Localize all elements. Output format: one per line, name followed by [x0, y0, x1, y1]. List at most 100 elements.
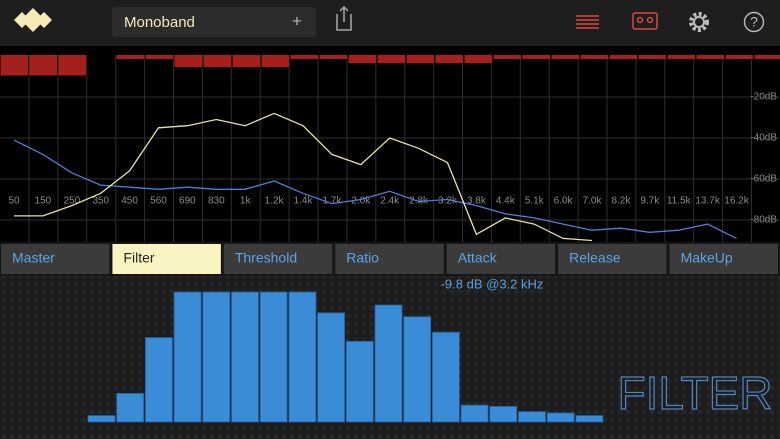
meter-bar: [174, 55, 202, 68]
meter-bar: [406, 55, 434, 64]
tape-reel: [646, 16, 654, 24]
meter-bar: [522, 55, 550, 60]
tape-icon[interactable]: [632, 12, 658, 30]
spectrum-area: [0, 46, 780, 242]
meter-bar: [464, 55, 492, 64]
help-icon[interactable]: ?: [743, 11, 765, 33]
frequency-label: 3.8k: [467, 196, 487, 207]
meter-bar: [435, 55, 463, 64]
db-tick-label: -20dB: [750, 92, 777, 103]
filter-bar[interactable]: [259, 291, 288, 423]
frequency-label: 11.5k: [667, 196, 692, 207]
filter-bar[interactable]: [460, 404, 489, 423]
add-icon[interactable]: +: [292, 11, 302, 30]
meter-bar: [725, 55, 753, 60]
frequency-label: 9.7k: [640, 196, 660, 207]
frequency-label: 6.0k: [554, 196, 574, 207]
filter-bar[interactable]: [546, 412, 575, 423]
frequency-label: 450: [121, 196, 138, 207]
yellow-curve: [14, 112, 593, 242]
meter-bar: [0, 55, 28, 76]
tab-label: Threshold: [235, 250, 297, 266]
preset-box[interactable]: [112, 7, 316, 37]
meter-bar: [493, 55, 521, 60]
tab[interactable]: Attack: [446, 244, 556, 274]
tab-bg: [1, 244, 110, 274]
help-glyph: ?: [750, 14, 758, 30]
tab[interactable]: Threshold: [223, 244, 333, 274]
frequency-label: 560: [150, 196, 167, 207]
share-arrow: [339, 5, 349, 22]
filter-bar[interactable]: [87, 415, 116, 423]
tab-label: Master: [12, 250, 55, 266]
tab[interactable]: Master: [1, 244, 110, 274]
frequency-label: 1.2k: [265, 196, 285, 207]
db-tick-label: -40dB: [750, 133, 777, 144]
filter-bar[interactable]: [575, 415, 604, 423]
frequency-label: 690: [179, 196, 196, 207]
filter-bar[interactable]: [231, 291, 259, 423]
tab-label: Filter: [123, 250, 154, 266]
meter-bar: [667, 55, 695, 60]
share-icon[interactable]: [336, 5, 352, 31]
filter-bar[interactable]: [288, 291, 317, 423]
meter-bar: [290, 55, 318, 60]
tab-bg: [223, 244, 333, 274]
filter-bar[interactable]: [317, 312, 346, 423]
filter-bar[interactable]: [374, 304, 403, 423]
db-tick-label: -60dB: [750, 174, 777, 185]
meter-bar: [116, 55, 144, 60]
meter-bar: [232, 55, 260, 68]
gear-ring: [693, 16, 705, 28]
gear-teeth: [689, 12, 709, 32]
settings-icon[interactable]: [689, 12, 709, 32]
tab-label: Release: [569, 250, 621, 266]
frequency-label: 7.0k: [583, 196, 603, 207]
tape-reel: [636, 16, 644, 24]
tabs: Master Filter Threshold Ratio Attack Release M…: [1, 244, 778, 274]
meter-bar: [377, 55, 405, 64]
preset-name: Monoband: [124, 14, 195, 31]
menu-icon[interactable]: [576, 15, 599, 29]
tab-bg: [558, 244, 667, 274]
meter-bar: [638, 55, 666, 60]
filter-bar[interactable]: [518, 411, 546, 423]
tab-label: Attack: [458, 250, 498, 266]
spectrum: -20dB -40dB -60dB -80dB 50 150 250 350 450 560 690…: [0, 55, 780, 242]
meter-bar: [580, 55, 608, 60]
frequency-label: 16.2k: [724, 196, 749, 207]
filter-bar[interactable]: [144, 337, 173, 423]
logo-shape: [14, 8, 52, 32]
tab[interactable]: Release: [558, 244, 667, 274]
tab[interactable]: MakeUp: [669, 244, 778, 274]
logo[interactable]: [14, 8, 52, 32]
filter-bar[interactable]: [345, 340, 374, 423]
meter-bar: [29, 55, 57, 76]
filter-bar[interactable]: [489, 405, 518, 423]
frequency-label: 50: [8, 196, 20, 207]
filter-bar[interactable]: [431, 331, 460, 423]
filter-bars: [87, 291, 604, 423]
frequency-label: 2.0k: [351, 196, 371, 207]
tab[interactable]: Filter: [112, 244, 221, 274]
share-box: [336, 14, 352, 31]
readout: -9.8 dB @3.2 kHz: [441, 276, 544, 291]
tab-label: Ratio: [346, 250, 379, 266]
filter-bar[interactable]: [403, 316, 432, 423]
tab-bg: [446, 244, 556, 274]
meter-bar: [145, 55, 173, 60]
filter-bar[interactable]: [202, 291, 231, 423]
filter-bar[interactable]: [116, 392, 145, 423]
meter-bar: [551, 55, 579, 60]
frequency-label: 2.4k: [380, 196, 400, 207]
frequency-label: 1.7k: [322, 196, 342, 207]
tab[interactable]: Ratio: [335, 244, 444, 274]
filter-bar[interactable]: [173, 291, 202, 423]
frequency-label: 3.2k: [438, 196, 458, 207]
tab-bg: [335, 244, 444, 274]
frequency-label: 13.7k: [695, 196, 720, 207]
tab-bg: [669, 244, 778, 274]
meter-bar: [696, 55, 724, 60]
panel-title: FILTER: [617, 367, 772, 419]
